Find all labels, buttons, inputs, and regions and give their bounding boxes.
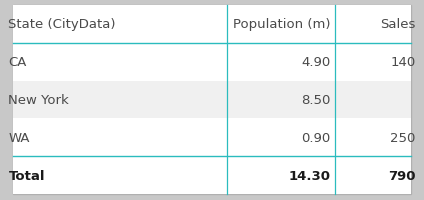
Text: 140: 140 xyxy=(390,56,416,69)
Bar xyxy=(13,156,411,194)
Text: 8.50: 8.50 xyxy=(301,94,331,106)
Text: 4.90: 4.90 xyxy=(301,56,331,69)
Text: 790: 790 xyxy=(388,169,416,182)
Bar xyxy=(13,44,411,81)
Text: Total: Total xyxy=(8,169,45,182)
Bar xyxy=(13,6,411,44)
Text: WA: WA xyxy=(8,131,30,144)
Text: CA: CA xyxy=(8,56,27,69)
Bar xyxy=(13,119,411,156)
Text: Population (m): Population (m) xyxy=(233,18,331,31)
Text: Sales: Sales xyxy=(380,18,416,31)
Bar xyxy=(13,81,411,119)
FancyBboxPatch shape xyxy=(13,6,411,194)
Text: 0.90: 0.90 xyxy=(301,131,331,144)
Text: State (CityData): State (CityData) xyxy=(8,18,116,31)
Text: New York: New York xyxy=(8,94,69,106)
Text: 14.30: 14.30 xyxy=(289,169,331,182)
Text: 250: 250 xyxy=(390,131,416,144)
